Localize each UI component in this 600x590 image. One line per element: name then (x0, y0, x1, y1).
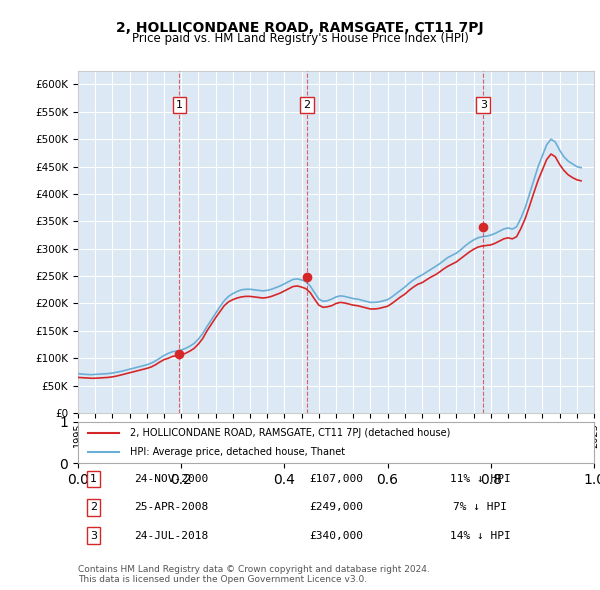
Text: £107,000: £107,000 (309, 474, 363, 484)
Text: 2, HOLLICONDANE ROAD, RAMSGATE, CT11 7PJ: 2, HOLLICONDANE ROAD, RAMSGATE, CT11 7PJ (116, 21, 484, 35)
Text: 24-JUL-2018: 24-JUL-2018 (134, 530, 208, 540)
Text: 2: 2 (90, 502, 97, 512)
Text: 2: 2 (304, 100, 311, 110)
Text: 24-NOV-2000: 24-NOV-2000 (134, 474, 208, 484)
Text: 1: 1 (176, 100, 183, 110)
Text: 11% ↓ HPI: 11% ↓ HPI (450, 474, 511, 484)
Text: 7% ↓ HPI: 7% ↓ HPI (454, 502, 508, 512)
Text: 1: 1 (90, 474, 97, 484)
Text: 14% ↓ HPI: 14% ↓ HPI (450, 530, 511, 540)
Text: 25-APR-2008: 25-APR-2008 (134, 502, 208, 512)
Text: HPI: Average price, detached house, Thanet: HPI: Average price, detached house, Than… (130, 447, 345, 457)
Text: Price paid vs. HM Land Registry's House Price Index (HPI): Price paid vs. HM Land Registry's House … (131, 32, 469, 45)
Text: 3: 3 (90, 530, 97, 540)
Text: £249,000: £249,000 (309, 502, 363, 512)
Text: 3: 3 (480, 100, 487, 110)
Text: £340,000: £340,000 (309, 530, 363, 540)
Text: Contains HM Land Registry data © Crown copyright and database right 2024.
This d: Contains HM Land Registry data © Crown c… (78, 565, 430, 584)
Text: 2, HOLLICONDANE ROAD, RAMSGATE, CT11 7PJ (detached house): 2, HOLLICONDANE ROAD, RAMSGATE, CT11 7PJ… (130, 428, 450, 438)
